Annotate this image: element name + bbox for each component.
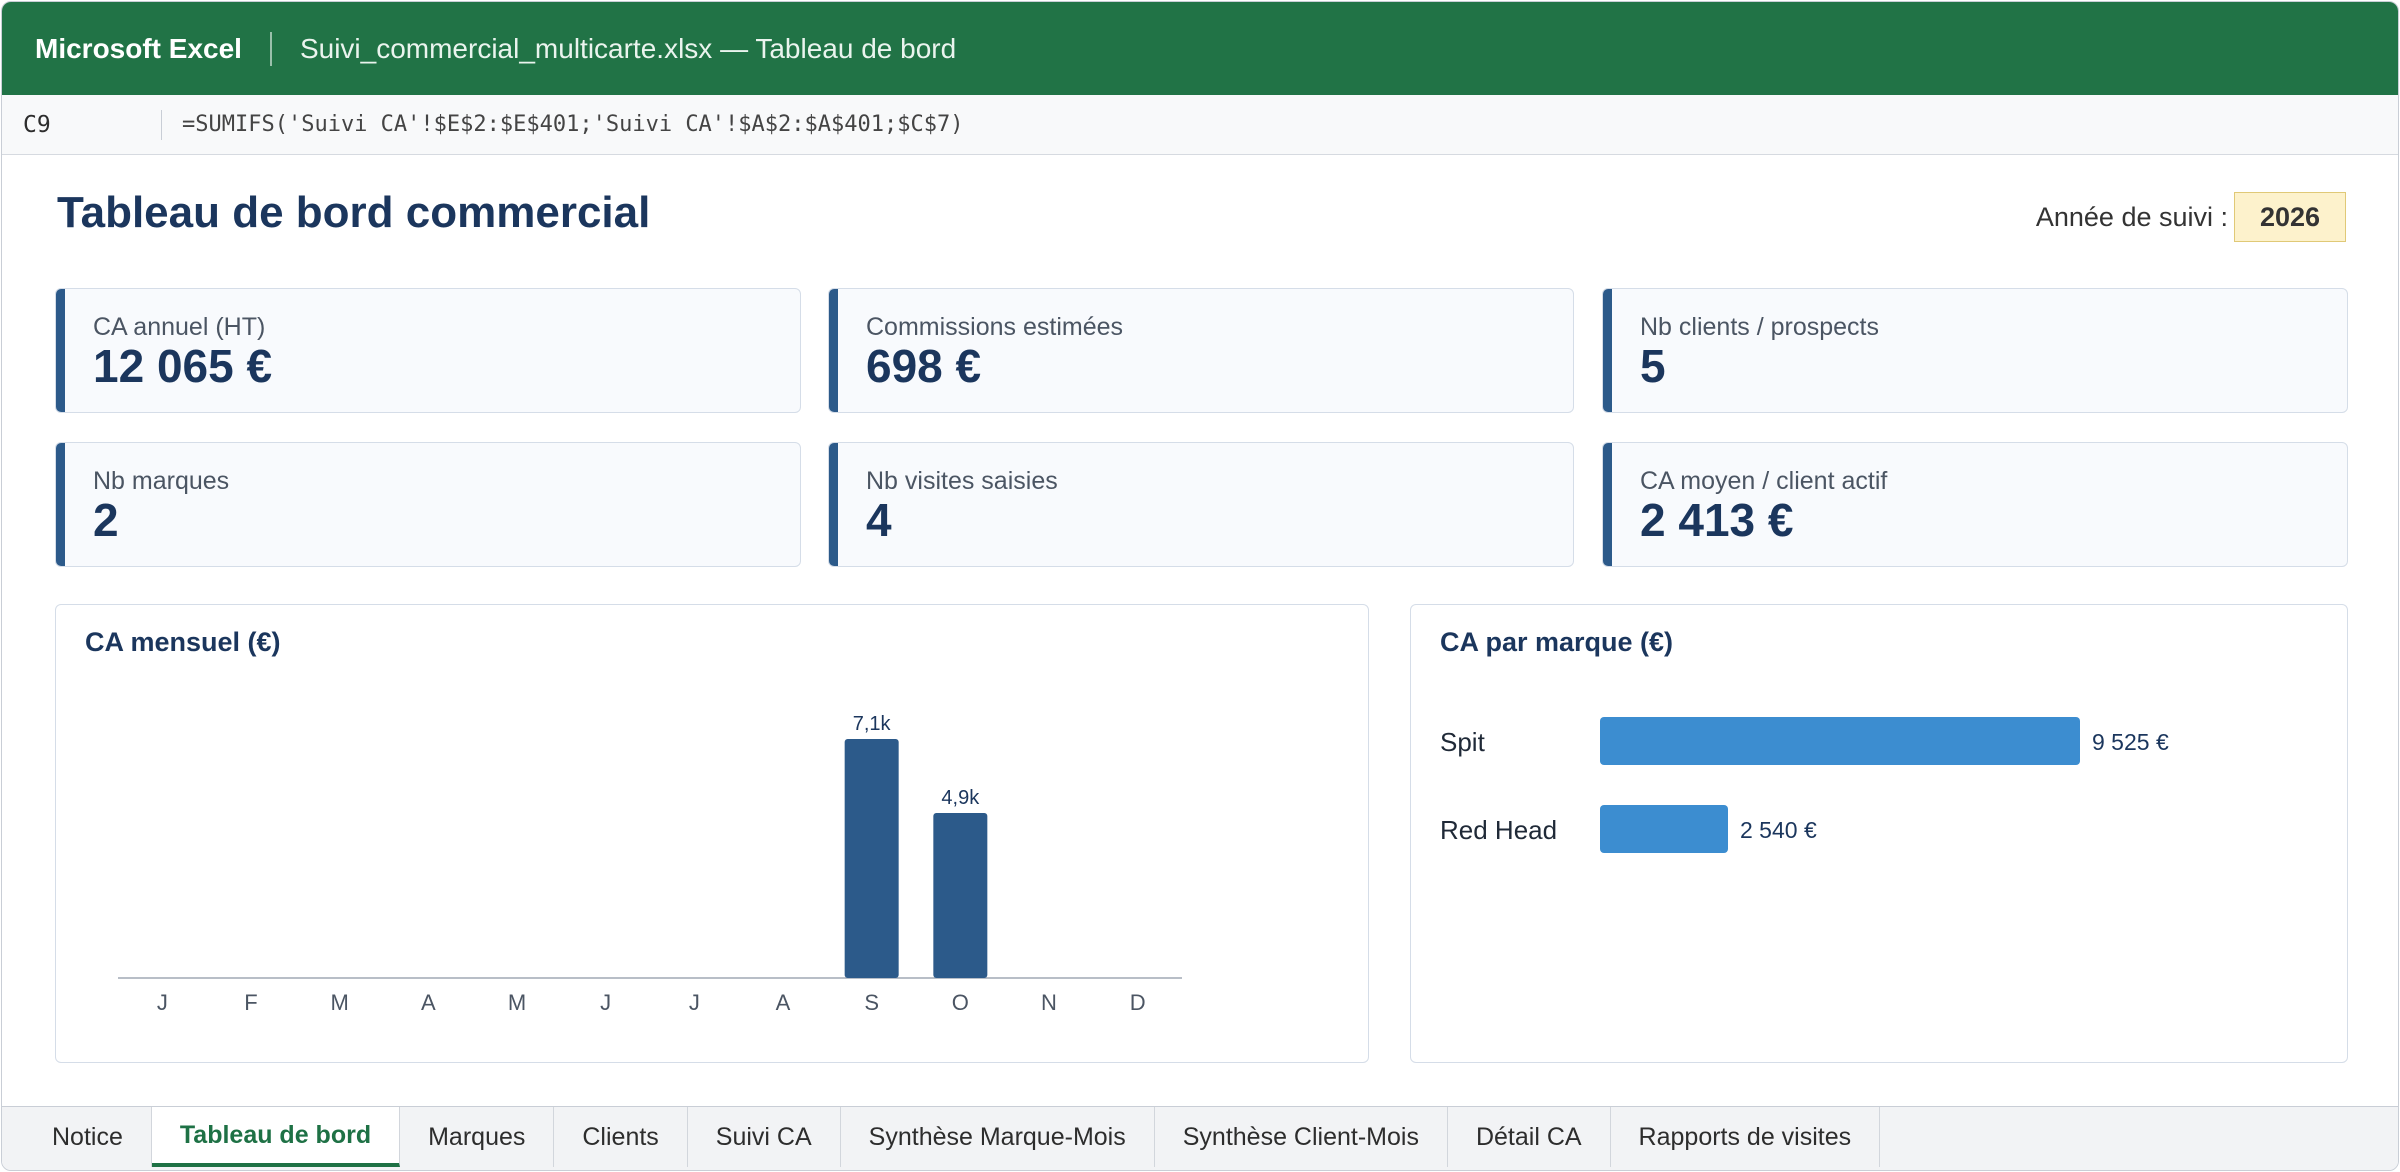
sheet-tab-notice[interactable]: Notice bbox=[24, 1107, 152, 1167]
bar-8 bbox=[844, 739, 899, 978]
formula-input[interactable]: =SUMIFS('Suivi CA'!$E$2:$E$401;'Suivi CA… bbox=[182, 112, 964, 137]
sheet-tab-rapports-de-visites[interactable]: Rapports de visites bbox=[1611, 1107, 1881, 1167]
sheet-tab-bar: Notice Tableau de bord Marques Clients Suivi… bbox=[2, 1106, 2398, 1170]
brand-value-label: 9 525 € bbox=[2092, 729, 2169, 755]
year-label: Année de suivi : bbox=[2035, 202, 2228, 232]
x-tick-label: J bbox=[689, 990, 700, 1015]
kpi-card-commissions: Commissions estimées 698 € bbox=[828, 288, 1574, 413]
sheet-tab-synth-se-marque-mois[interactable]: Synthèse Marque-Mois bbox=[841, 1107, 1155, 1167]
sheet-tab-tableau-de-bord[interactable]: Tableau de bord bbox=[151, 1107, 401, 1167]
brand-bar bbox=[1600, 805, 1728, 853]
dashboard-title: Tableau de bord commercial bbox=[57, 188, 651, 237]
formula-bar: C9 =SUMIFS('Suivi CA'!$E$2:$E$401;'Suivi… bbox=[2, 95, 2398, 155]
kpi-value: 12 065 € bbox=[93, 340, 273, 392]
brand-chart-title: CA par marque (€) bbox=[1440, 627, 1674, 657]
x-tick-label: O bbox=[952, 990, 969, 1015]
kpi-card-nb-marques: Nb marques 2 bbox=[55, 442, 801, 567]
title-bar: Microsoft Excel Suivi_commercial_multica… bbox=[2, 2, 2398, 95]
brand-label: Red Head bbox=[1440, 815, 1558, 845]
kpi-value: 5 bbox=[1640, 340, 1666, 392]
sheet-tab-clients[interactable]: Clients bbox=[554, 1107, 688, 1167]
kpi-card-ca-annuel: CA annuel (HT) 12 065 € bbox=[55, 288, 801, 413]
kpi-value: 2 413 € bbox=[1640, 494, 1794, 546]
kpi-label: Nb clients / prospects bbox=[1640, 313, 1879, 341]
x-tick-label: F bbox=[244, 990, 257, 1015]
sheet-tab-synth-se-client-mois[interactable]: Synthèse Client-Mois bbox=[1155, 1107, 1448, 1167]
x-tick-label: J bbox=[600, 990, 611, 1015]
kpi-card-ca-moyen: CA moyen / client actif 2 413 € bbox=[1602, 442, 2348, 567]
x-tick-label: M bbox=[331, 990, 349, 1015]
brand-label: Spit bbox=[1440, 727, 1485, 757]
kpi-card-nb-clients: Nb clients / prospects 5 bbox=[1602, 288, 2348, 413]
sheet-tab-marques[interactable]: Marques bbox=[400, 1107, 555, 1167]
bar-9 bbox=[933, 813, 988, 978]
sheet-tab-d-tail-ca[interactable]: Détail CA bbox=[1448, 1107, 1611, 1167]
x-tick-label: D bbox=[1130, 990, 1146, 1015]
title-separator bbox=[269, 31, 272, 66]
app-name: Microsoft Excel bbox=[35, 32, 242, 64]
monthly-chart-title: CA mensuel (€) bbox=[85, 627, 281, 657]
x-tick-label: A bbox=[421, 990, 436, 1015]
kpi-label: Commissions estimées bbox=[866, 313, 1124, 341]
brand-chart-panel: CA par marque (€) Spit 9 525 € Red Head 2 5… bbox=[1410, 604, 2348, 1063]
sheet-tab-suivi-ca[interactable]: Suivi CA bbox=[688, 1107, 841, 1167]
monthly-bar-chart: J F M A M J J A 7,1k S 4,9k O N D bbox=[118, 713, 1182, 1015]
brand-bar bbox=[1600, 717, 2080, 765]
kpi-value: 2 bbox=[93, 494, 119, 546]
kpi-card-nb-visites: Nb visites saisies 4 bbox=[828, 442, 1574, 567]
document-title: Suivi_commercial_multicarte.xlsx — Table… bbox=[299, 32, 957, 64]
year-input-cell[interactable]: 2026 bbox=[2234, 192, 2346, 242]
kpi-label: CA annuel (HT) bbox=[93, 313, 266, 341]
kpi-value: 4 bbox=[866, 494, 892, 546]
name-box[interactable]: C9 bbox=[2, 109, 162, 140]
x-tick-label: S bbox=[864, 990, 879, 1015]
x-tick-label: A bbox=[776, 990, 791, 1015]
brand-value-label: 2 540 € bbox=[1740, 817, 1817, 843]
bar-data-label: 4,9k bbox=[941, 787, 980, 809]
kpi-label: Nb visites saisies bbox=[866, 467, 1058, 495]
kpi-label: CA moyen / client actif bbox=[1640, 467, 1888, 495]
kpi-label: Nb marques bbox=[93, 467, 230, 495]
bar-data-label: 7,1k bbox=[853, 713, 892, 735]
x-tick-label: M bbox=[508, 990, 526, 1015]
x-tick-label: N bbox=[1041, 990, 1057, 1015]
monthly-chart-panel: CA mensuel (€) J F M A M J J A 7,1k S 4,9k O N D bbox=[55, 604, 1369, 1063]
kpi-value: 698 € bbox=[866, 340, 982, 392]
x-tick-label: J bbox=[157, 990, 168, 1015]
